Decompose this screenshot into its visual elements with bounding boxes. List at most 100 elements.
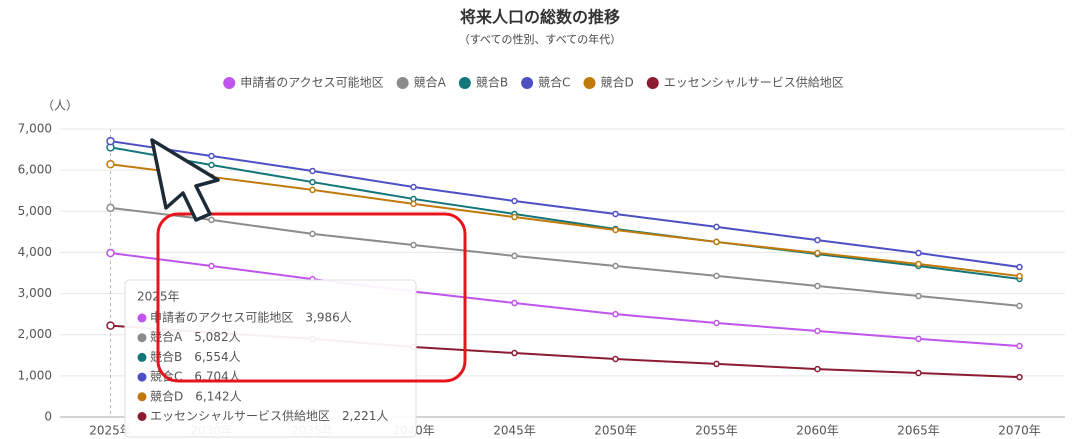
data-point (612, 355, 619, 363)
data-point (106, 321, 115, 330)
data-point (208, 262, 215, 270)
x-tick-label: 2050年 (594, 424, 637, 438)
legend-marker (396, 77, 409, 89)
data-point (915, 260, 922, 268)
data-point (713, 319, 720, 327)
data-point (713, 272, 720, 280)
data-point (208, 216, 215, 224)
highlight-box (156, 212, 467, 383)
data-point (814, 327, 821, 335)
series-line (110, 163, 1020, 278)
legend-label: エッセンシャルサービス供給地区 (664, 76, 844, 90)
data-point (511, 252, 518, 260)
tooltip-marker (137, 412, 147, 421)
y-tick-label: 5,000 (18, 204, 52, 218)
data-point (814, 236, 821, 244)
tooltip-value: 3,986人 (305, 311, 351, 325)
tooltip-name: 競合D (150, 388, 183, 403)
tooltip-name: エッセンシャルサービス供給地区 (150, 409, 330, 423)
data-point (1016, 302, 1023, 310)
data-point (814, 365, 821, 373)
tooltip-value: 5,082人 (194, 330, 240, 344)
data-point (612, 262, 619, 270)
x-tick-label: 2070年 (998, 424, 1041, 438)
legend-marker (646, 77, 659, 89)
data-point (814, 282, 821, 290)
data-point (208, 161, 215, 169)
series-line (110, 252, 1020, 348)
x-tick-label: 2045年 (493, 424, 536, 438)
tooltip-marker (137, 333, 147, 343)
tooltip-value: 6,142人 (195, 389, 241, 403)
legend: 申請者のアクセス可能地区 競合A 競合B 競合C 競合D エッセンシャルサービス供給地区 (223, 75, 844, 90)
data-point (410, 241, 417, 249)
tooltip-name: 競合B (150, 349, 182, 364)
data-point (1016, 263, 1023, 271)
data-point (106, 203, 115, 213)
data-point (410, 200, 417, 208)
tooltip-marker (137, 352, 147, 362)
data-point (309, 230, 316, 238)
x-tick-label: 2065年 (897, 424, 940, 438)
legend-marker (458, 77, 471, 89)
chart-subtitle: （すべての性別、すべての年代） (459, 32, 622, 46)
series-line (110, 206, 1020, 307)
data-point (1016, 373, 1023, 381)
data-point (511, 213, 518, 221)
y-tick-label: 4,000 (18, 245, 52, 259)
data-point (612, 310, 619, 318)
legend-label: 申請者のアクセス可能地区 (240, 76, 383, 90)
data-point (713, 238, 720, 246)
series-line (110, 146, 1020, 280)
y-tick-label: 7,000 (18, 122, 52, 136)
y-tick-label: 2,000 (18, 327, 52, 341)
y-tick-label: 3,000 (18, 286, 52, 300)
data-point (915, 335, 922, 343)
x-tick-label: 2060年 (796, 424, 839, 438)
data-point (915, 369, 922, 377)
data-point (713, 360, 720, 368)
data-point (1016, 342, 1023, 350)
y-tick-label: 1,000 (18, 368, 52, 382)
data-point (612, 210, 619, 218)
y-tick-label: 0 (44, 410, 52, 424)
x-tick-label: 2025年 (89, 424, 132, 438)
chart-title: 将来人口の総数の推移 (460, 8, 620, 27)
tooltip-marker (137, 392, 147, 402)
data-point (814, 249, 821, 257)
data-point (511, 299, 518, 307)
tooltip-value: 6,554人 (194, 350, 240, 364)
data-point (612, 226, 619, 234)
legend-label: 競合D (600, 75, 633, 90)
data-point (1016, 272, 1023, 280)
data-point (511, 349, 518, 357)
data-point (208, 152, 215, 160)
data-point (106, 160, 115, 169)
data-point (915, 292, 922, 300)
data-point (106, 248, 115, 258)
legend-label: 競合C (538, 75, 570, 90)
data-point (511, 197, 518, 205)
legend-marker (521, 77, 534, 89)
legend-marker (223, 77, 236, 89)
data-point (713, 223, 720, 231)
legend-marker (583, 77, 596, 89)
series-line (110, 140, 1020, 269)
data-point (106, 136, 115, 146)
tooltip-box (124, 279, 417, 438)
data-point (309, 167, 316, 175)
tooltip-value: 2,221人 (342, 409, 388, 423)
tooltip-marker (137, 372, 147, 382)
x-tick-label: 2055年 (695, 424, 738, 438)
legend-label: 競合A (414, 75, 447, 90)
data-point (410, 183, 417, 191)
tooltip-name: 申請者のアクセス可能地区 (150, 311, 293, 325)
y-unit: （人） (42, 99, 78, 113)
tooltip-name: 競合A (150, 329, 183, 344)
cursor (150, 138, 220, 222)
data-point (915, 249, 922, 257)
y-tick-label: 6,000 (18, 163, 52, 177)
data-point (309, 186, 316, 194)
